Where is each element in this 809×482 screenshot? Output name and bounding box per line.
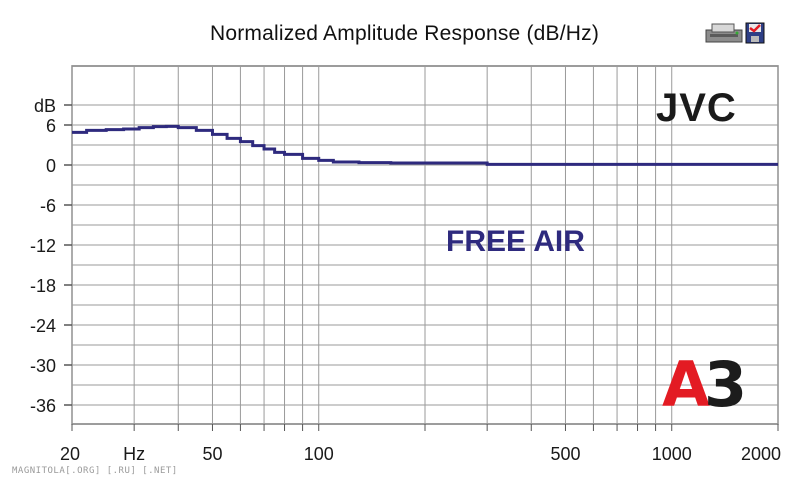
logo-number: 3: [703, 348, 747, 421]
y-tick-label: -6: [40, 196, 56, 216]
x-tick-label: 500: [550, 444, 580, 464]
watermark: MAGNITOLA[.ORG] [.RU] [.NET]: [12, 466, 178, 476]
x-tick-label: 20: [60, 444, 80, 464]
x-ticks: 20 50 100 500 1000 2000 Hz: [60, 424, 781, 464]
y-ticks: dB6 0 -6 -12 -18 -24 -30 -36: [30, 96, 72, 416]
response-curve: [72, 124, 778, 166]
y-tick-label: 6: [46, 116, 56, 136]
x-tick-label: 2000: [741, 444, 781, 464]
x-tick-label: 1000: [652, 444, 692, 464]
y-tick-label: -18: [30, 276, 56, 296]
printer-icon[interactable]: [705, 23, 743, 43]
grid: [71, 66, 779, 424]
y-tick-label: 0: [46, 156, 56, 176]
x-tick-label: 100: [304, 444, 334, 464]
toolbar: [704, 20, 766, 46]
brand-label: JVC: [656, 86, 737, 130]
y-tick-label: -36: [30, 396, 56, 416]
logo-letter: A: [662, 348, 710, 421]
x-tick-label: 50: [202, 444, 222, 464]
save-icon[interactable]: [745, 22, 765, 44]
mounting-label: FREE AIR: [446, 225, 585, 258]
chart-title: Normalized Amplitude Response (dB/Hz): [209, 22, 600, 45]
a3-logo: A3: [662, 354, 747, 416]
y-unit-label: dB: [34, 96, 56, 116]
y-tick-label: -12: [30, 236, 56, 256]
series-group: [72, 124, 778, 166]
y-tick-label: -24: [30, 316, 56, 336]
x-unit-label: Hz: [123, 444, 145, 464]
y-tick-label: -30: [30, 356, 56, 376]
